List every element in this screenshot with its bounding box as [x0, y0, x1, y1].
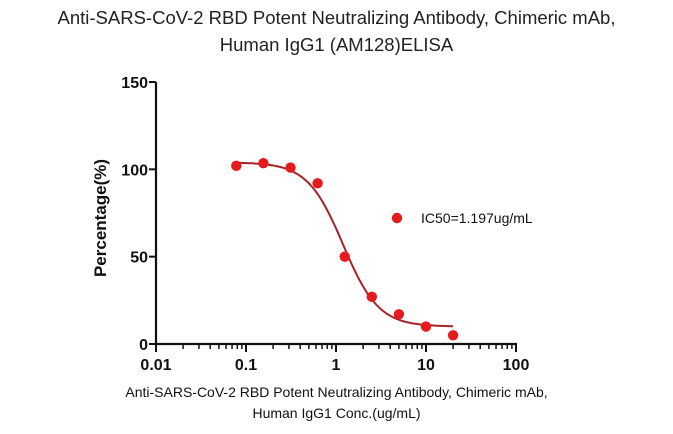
x-axis-label: Anti-SARS-CoV-2 RBD Potent Neutralizing …	[0, 382, 673, 424]
y-tick-label: 50	[130, 250, 148, 267]
x-tick-label: 1	[332, 357, 341, 374]
y-axis-label: Percentage(%)	[91, 159, 110, 277]
legend: IC50=1.197ug/mL	[391, 210, 533, 226]
data-point	[339, 251, 350, 262]
x-tick-label: 100	[503, 357, 530, 374]
data-point	[285, 162, 296, 173]
data-point	[366, 291, 378, 303]
x-tick-label: 0.1	[235, 357, 257, 374]
y-tick-label: 100	[121, 162, 148, 179]
x-tick-label: 10	[417, 357, 435, 374]
y-tick-label: 0	[139, 337, 148, 354]
chart-title-line-1: Anti-SARS-CoV-2 RBD Potent Neutralizing …	[57, 7, 616, 28]
data-point	[231, 160, 242, 172]
data-point	[420, 321, 432, 332]
chart-title-line-2: Human IgG1 (AM128)ELISA	[219, 34, 454, 55]
legend-label: IC50=1.197ug/mL	[421, 210, 533, 226]
x-axis-label-line-1: Anti-SARS-CoV-2 RBD Potent Neutralizing …	[125, 384, 548, 400]
data-point	[312, 178, 323, 189]
y-tick-label: 150	[121, 75, 148, 92]
fit-curve-layer	[236, 161, 454, 328]
chart-title: Anti-SARS-CoV-2 RBD Potent Neutralizing …	[0, 4, 673, 58]
data-point	[447, 330, 459, 341]
data-point	[258, 158, 269, 169]
legend-marker	[391, 212, 403, 224]
data-points-layer	[231, 158, 459, 341]
axes: 0 50 100 150 0.01 0.1 1 10 100	[121, 75, 529, 374]
x-axis-label-line-2: Human IgG1 Conc.(ug/mL)	[252, 405, 421, 421]
x-tick-label: 0.01	[140, 357, 171, 374]
fit-curve	[236, 161, 454, 328]
data-point	[393, 309, 405, 320]
